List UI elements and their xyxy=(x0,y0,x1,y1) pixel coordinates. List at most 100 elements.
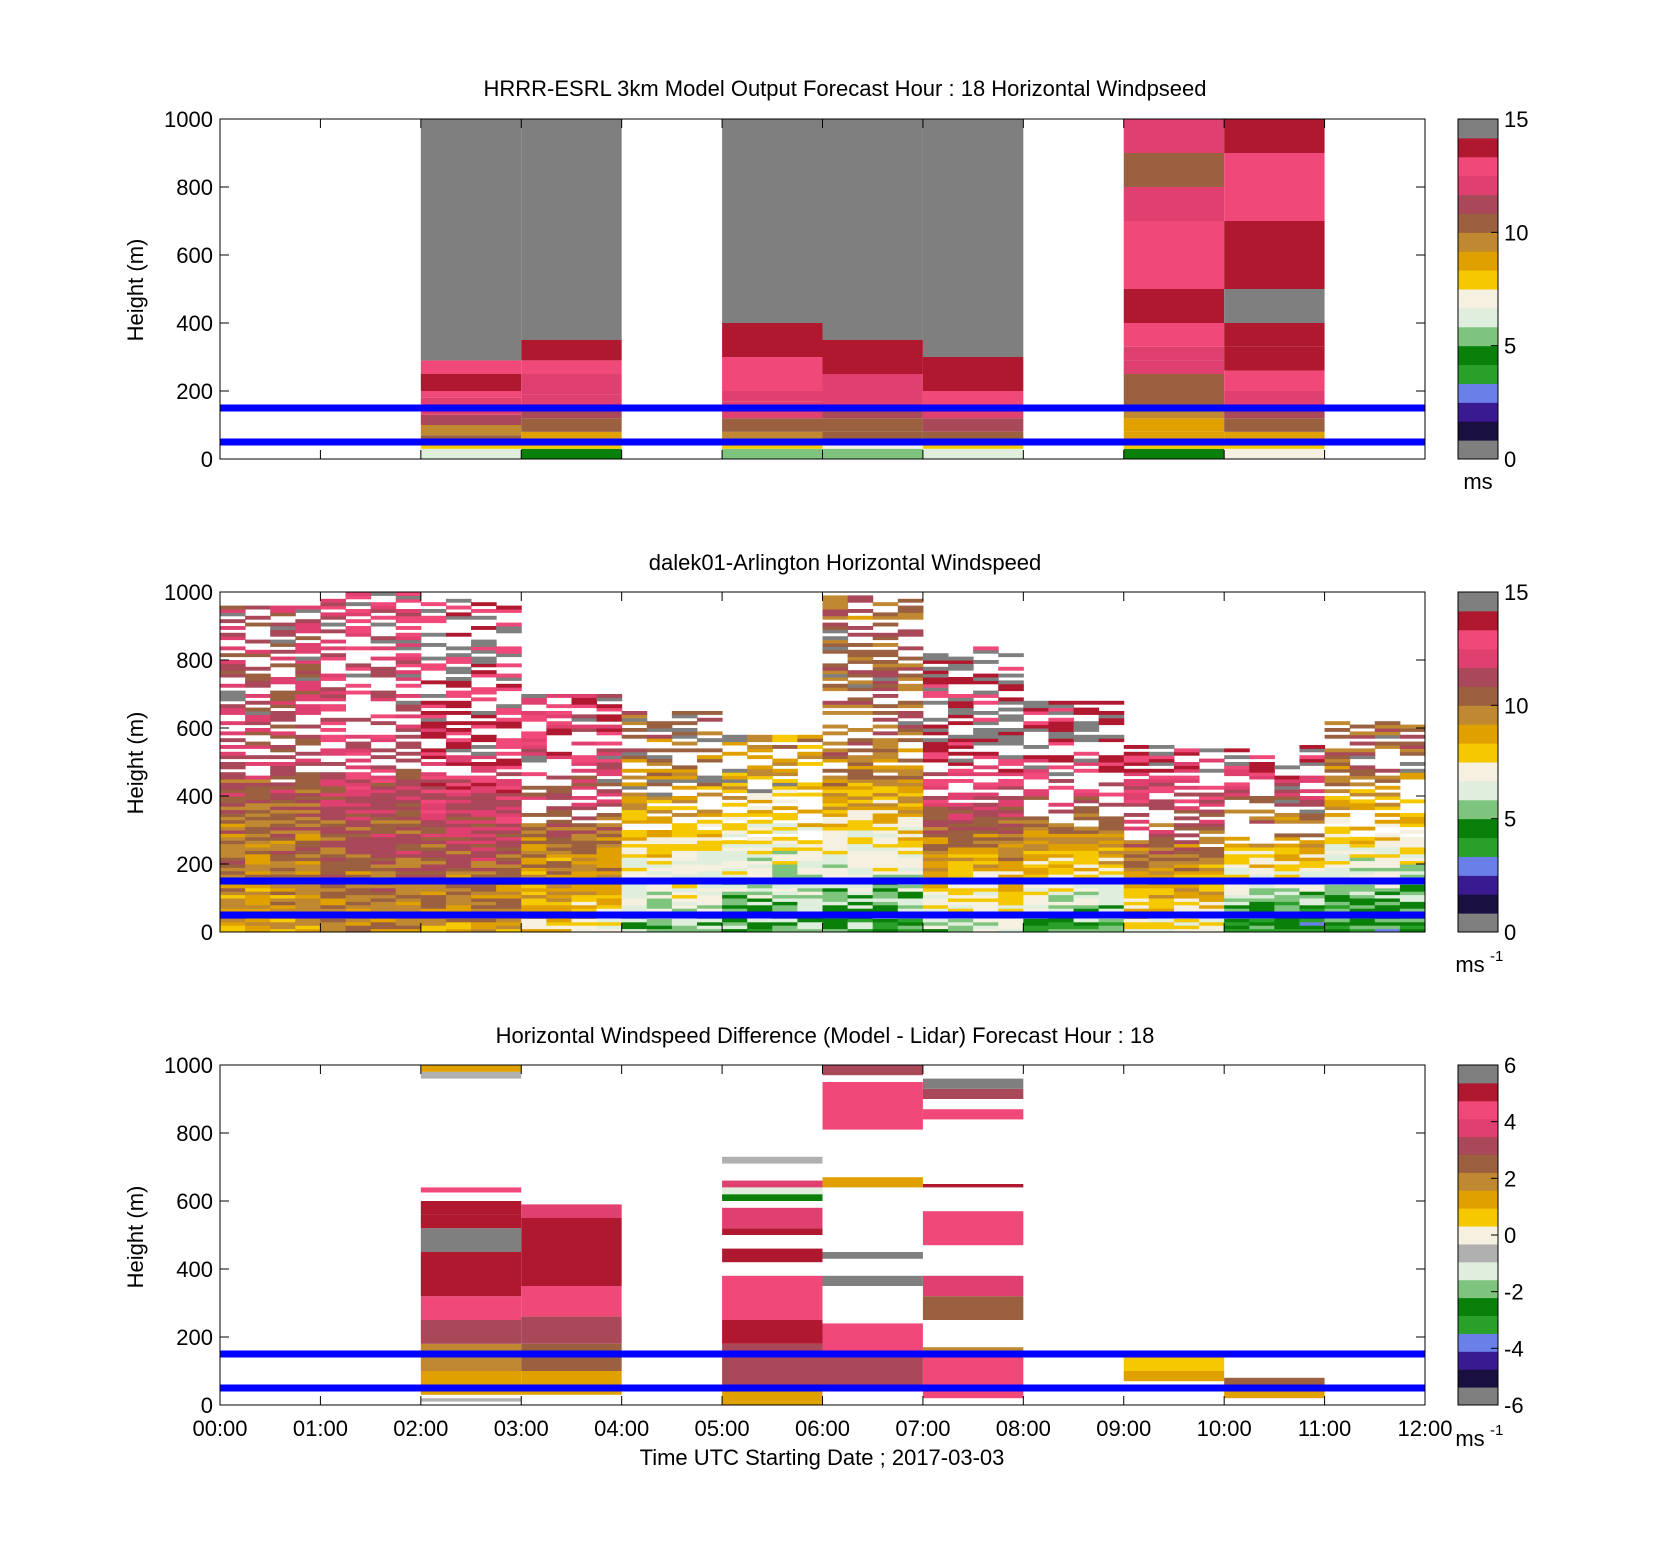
heatmap-cell xyxy=(872,704,899,709)
heatmap-cell xyxy=(1173,870,1200,875)
heatmap-cell xyxy=(320,819,347,824)
heatmap-cell xyxy=(621,775,648,780)
heatmap-cell xyxy=(1098,802,1125,807)
heatmap-cell xyxy=(1023,894,1049,899)
heatmap-cell xyxy=(1023,704,1049,709)
heatmap-cell xyxy=(420,792,447,797)
heatmap-cell xyxy=(1374,894,1401,899)
heatmap-cell xyxy=(1349,765,1376,770)
heatmap-cell xyxy=(747,806,773,811)
heatmap-cell xyxy=(295,898,321,902)
heatmap-cell xyxy=(270,867,296,872)
heatmap-cell xyxy=(696,836,723,841)
heatmap-cell xyxy=(295,850,321,855)
heatmap-cell xyxy=(1274,908,1300,913)
heatmap-cell xyxy=(998,884,1024,889)
heatmap-cell xyxy=(420,918,447,923)
heatmap-cell xyxy=(1349,748,1376,753)
heatmap-cell xyxy=(696,904,723,909)
heatmap-cell xyxy=(1374,908,1401,913)
heatmap-cell xyxy=(270,639,296,644)
heatmap-cell xyxy=(1098,867,1125,872)
heatmap-cell xyxy=(521,694,547,698)
heatmap-cell xyxy=(797,809,823,814)
heatmap-cell xyxy=(445,605,472,610)
heatmap-cell xyxy=(1098,734,1125,739)
heatmap-cell xyxy=(420,748,447,753)
heatmap-cell xyxy=(220,663,246,668)
heatmap-cell xyxy=(948,734,974,739)
heatmap-cell xyxy=(420,632,447,637)
heatmap-cell xyxy=(220,751,246,756)
heatmap-cell xyxy=(270,632,296,637)
heatmap-cell xyxy=(1324,891,1351,896)
heatmap-cell xyxy=(345,632,372,637)
heatmap-cell xyxy=(370,898,397,902)
heatmap-cell xyxy=(847,741,874,746)
heatmap-cell xyxy=(1249,857,1275,862)
heatmap-cell xyxy=(1324,894,1351,899)
heatmap-cell xyxy=(847,697,874,702)
heatmap-cell xyxy=(445,819,472,824)
heatmap-cell xyxy=(1249,796,1275,800)
heatmap-cell xyxy=(797,894,823,899)
heatmap-cell xyxy=(471,649,497,654)
heatmap-cell xyxy=(445,901,472,906)
heatmap-cell xyxy=(220,813,246,817)
heatmap-cell xyxy=(571,836,598,841)
heatmap-cell xyxy=(1374,840,1401,845)
heatmap-cell xyxy=(596,768,623,773)
heatmap-cell xyxy=(646,782,673,787)
heatmap-cell xyxy=(1123,448,1225,459)
heatmap-cell xyxy=(445,908,472,913)
heatmap-cell xyxy=(1349,894,1376,899)
heatmap-cell xyxy=(1123,796,1150,800)
heatmap-cell xyxy=(521,925,547,930)
heatmap-cell xyxy=(872,826,899,831)
heatmap-cell xyxy=(922,898,949,902)
heatmap-cell xyxy=(922,860,949,865)
colorbar-segment xyxy=(1458,686,1498,706)
heatmap-cell xyxy=(295,762,321,766)
heatmap-cell xyxy=(1299,748,1326,753)
heatmap-cell xyxy=(797,918,823,923)
heatmap-cell xyxy=(395,643,422,647)
heatmap-cell xyxy=(922,796,949,800)
heatmap-cell xyxy=(847,925,874,930)
heatmap-cell xyxy=(922,847,949,851)
heatmap-cell xyxy=(345,850,372,855)
heatmap-cell xyxy=(220,887,246,892)
heatmap-cell xyxy=(948,656,974,661)
heatmap-cell xyxy=(998,823,1024,828)
heatmap-cell xyxy=(1349,741,1376,746)
heatmap-cell xyxy=(1249,816,1275,821)
heatmap-cell xyxy=(722,1207,823,1229)
heatmap-cell xyxy=(270,823,296,828)
heatmap-cell xyxy=(646,738,673,743)
heatmap-cell xyxy=(948,802,974,807)
heatmap-cell xyxy=(847,802,874,807)
heatmap-cell xyxy=(1123,799,1150,804)
heatmap-cell xyxy=(696,898,723,902)
heatmap-cell xyxy=(1374,806,1401,811)
heatmap-cell xyxy=(345,894,372,899)
heatmap-cell xyxy=(747,823,773,828)
heatmap-cell xyxy=(1098,894,1125,899)
heatmap-cell xyxy=(1173,864,1200,868)
heatmap-cell xyxy=(1399,870,1426,875)
heatmap-cell xyxy=(998,758,1024,763)
heatmap-cell xyxy=(772,870,798,875)
heatmap-cell xyxy=(922,884,949,889)
heatmap-cell xyxy=(596,697,623,702)
heatmap-cell xyxy=(897,711,924,715)
heatmap-cell xyxy=(696,775,723,780)
heatmap-cell xyxy=(445,721,472,726)
heatmap-cell xyxy=(722,1391,823,1402)
heatmap-cell xyxy=(245,789,271,794)
heatmap-cell xyxy=(1073,724,1100,729)
heatmap-cell xyxy=(1123,819,1150,824)
heatmap-cell xyxy=(546,721,572,726)
heatmap-cell xyxy=(847,649,874,654)
heatmap-cell xyxy=(596,874,623,879)
heatmap-cell xyxy=(1098,826,1125,831)
